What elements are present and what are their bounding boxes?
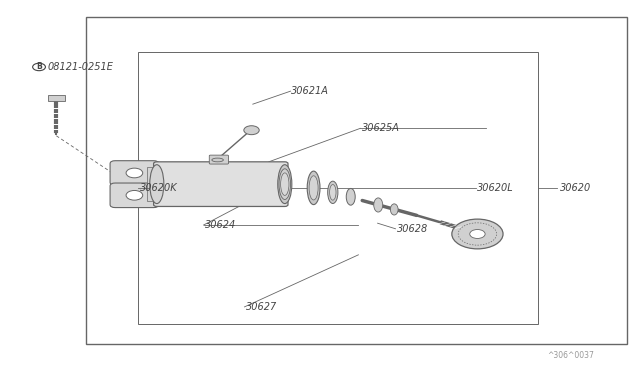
Bar (48, 95, 65, 101)
FancyBboxPatch shape (209, 155, 228, 164)
Text: 30620L: 30620L (477, 183, 513, 193)
FancyBboxPatch shape (110, 161, 159, 185)
Circle shape (452, 219, 503, 249)
Circle shape (126, 168, 143, 178)
Ellipse shape (390, 204, 398, 215)
FancyBboxPatch shape (154, 162, 288, 206)
Bar (138, 52, 538, 324)
Ellipse shape (307, 171, 320, 205)
Text: ^306^0037: ^306^0037 (547, 351, 594, 360)
Ellipse shape (330, 185, 336, 200)
Circle shape (470, 230, 485, 238)
Ellipse shape (278, 165, 292, 203)
Text: 30620: 30620 (560, 183, 591, 193)
Text: 30628: 30628 (397, 224, 428, 234)
Ellipse shape (280, 173, 289, 195)
Ellipse shape (150, 165, 164, 203)
Bar (147, 167, 157, 201)
Text: B: B (36, 62, 42, 71)
Ellipse shape (309, 176, 318, 200)
Circle shape (244, 126, 259, 135)
Ellipse shape (374, 198, 383, 212)
FancyBboxPatch shape (110, 183, 159, 208)
Ellipse shape (328, 181, 338, 203)
Ellipse shape (212, 158, 223, 162)
Ellipse shape (346, 188, 355, 205)
Text: 30627: 30627 (246, 302, 278, 312)
Text: 30620K: 30620K (140, 183, 177, 193)
Text: 30625A: 30625A (362, 124, 399, 133)
Circle shape (33, 63, 45, 71)
Text: 30621A: 30621A (291, 86, 329, 96)
Circle shape (126, 190, 143, 200)
Bar (86, 17, 627, 344)
Text: 30624: 30624 (205, 220, 236, 230)
Ellipse shape (279, 169, 291, 199)
Text: 08121-0251E: 08121-0251E (48, 62, 114, 72)
